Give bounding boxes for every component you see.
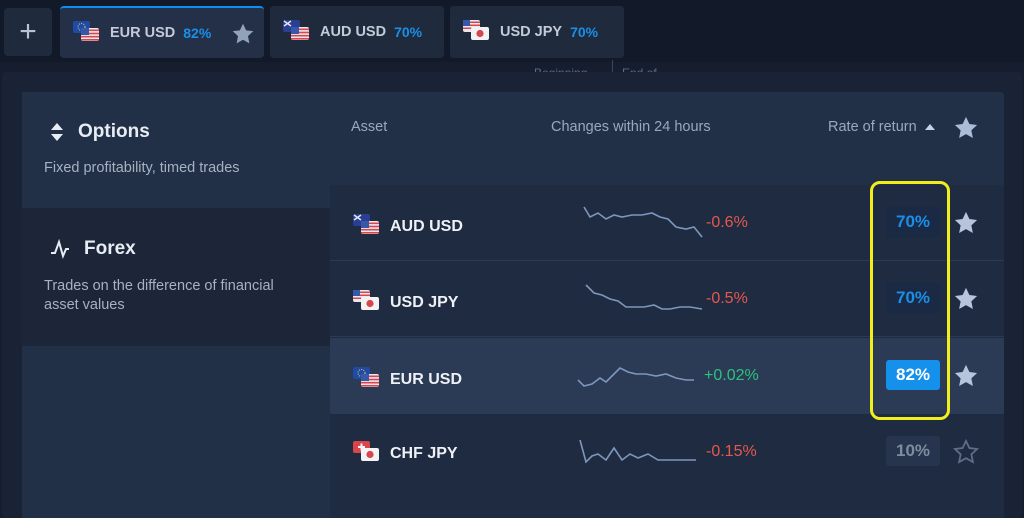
- sparkline-chart: [583, 206, 703, 238]
- add-tab-button[interactable]: +: [4, 8, 52, 56]
- eu-us-flag-icon: [352, 366, 380, 393]
- table-row[interactable]: AUD USD -0.6% 70%: [330, 185, 1004, 261]
- tab-rate: 70%: [570, 24, 599, 40]
- row-divider: [330, 260, 1004, 261]
- tab-asset-name: AUD USD: [320, 24, 387, 40]
- rate-of-return: 82%: [886, 360, 940, 390]
- category-title-text: Options: [78, 121, 150, 142]
- sparkline-chart: [579, 439, 696, 464]
- asset-name: AUD USD: [390, 217, 463, 235]
- category-title-text: Forex: [84, 238, 136, 259]
- favorite-star-icon[interactable]: [952, 362, 980, 395]
- tab-eur-usd[interactable]: EUR USD 82%: [60, 6, 264, 58]
- tab-asset-name: EUR USD: [110, 25, 176, 41]
- category-title[interactable]: Forex: [50, 238, 136, 260]
- row-divider: [330, 336, 1004, 337]
- category-forex[interactable]: [22, 208, 330, 346]
- tab-bar: + EUR USD 82% AUD USD: [0, 0, 1024, 62]
- table-row-selected[interactable]: EUR USD +0.02% 82%: [330, 338, 1004, 414]
- rate-of-return: 70%: [886, 283, 940, 313]
- tab-rate: 82%: [183, 25, 212, 41]
- category-title[interactable]: Options: [50, 121, 150, 143]
- favorite-star-outline-icon[interactable]: [952, 438, 980, 471]
- favorite-star-icon[interactable]: [952, 209, 980, 242]
- change-value: +0.02%: [704, 367, 759, 384]
- tab-rate: 70%: [394, 24, 423, 40]
- table-row[interactable]: USD JPY -0.5% 70%: [330, 261, 1004, 337]
- tab-aud-usd[interactable]: AUD USD 70%: [270, 6, 444, 58]
- category-description: Fixed profitability, timed trades: [44, 160, 240, 176]
- change-value: -0.6%: [706, 214, 748, 231]
- rate-of-return: 70%: [886, 207, 940, 237]
- au-us-flag-icon: [352, 213, 380, 240]
- category-description: Trades on the difference of financial as…: [44, 278, 274, 313]
- asset-name: CHF JPY: [390, 444, 458, 462]
- change-value: -0.5%: [706, 290, 748, 307]
- rate-of-return: 10%: [886, 436, 940, 466]
- up-down-arrows-icon: [50, 122, 64, 142]
- au-us-flag-icon: [282, 19, 310, 46]
- column-header-asset[interactable]: Asset: [351, 119, 388, 135]
- us-jp-flag-icon: [462, 19, 490, 46]
- sort-ascending-icon: [924, 124, 935, 130]
- us-jp-flag-icon: [352, 289, 380, 316]
- asset-name: EUR USD: [390, 370, 463, 388]
- tab-usd-jpy[interactable]: USD JPY 70%: [450, 6, 624, 58]
- favorites-filter-star-icon[interactable]: [952, 114, 980, 147]
- column-header-change[interactable]: Changes within 24 hours: [551, 119, 711, 135]
- category-options[interactable]: [22, 92, 330, 208]
- sparkline-chart: [577, 367, 694, 387]
- asset-name: USD JPY: [390, 293, 459, 311]
- favorite-star-icon[interactable]: [952, 285, 980, 318]
- ch-jp-flag-icon: [352, 440, 380, 467]
- column-header-rate[interactable]: Rate of return: [828, 119, 935, 135]
- eu-us-flag-icon: [72, 20, 100, 47]
- annotation-highlight: [870, 181, 950, 420]
- trend-line-icon: [50, 239, 70, 259]
- sparkline-chart: [585, 284, 703, 310]
- favorite-star-icon[interactable]: [230, 21, 256, 52]
- table-row[interactable]: CHF JPY -0.15% 10%: [330, 414, 1004, 490]
- background-divider: [612, 60, 613, 78]
- tab-asset-name: USD JPY: [500, 24, 563, 40]
- change-value: -0.15%: [706, 443, 757, 460]
